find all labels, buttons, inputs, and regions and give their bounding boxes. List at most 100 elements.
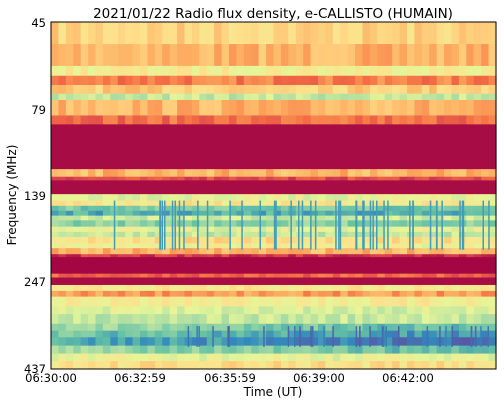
heatmap-cell xyxy=(444,205,453,212)
heatmap-cell xyxy=(303,231,312,238)
heatmap-cell xyxy=(466,22,475,45)
heatmap-cell xyxy=(140,65,149,77)
heatmap-cell xyxy=(132,75,141,86)
heatmap-cell xyxy=(95,194,104,201)
heatmap-cell xyxy=(132,273,141,278)
heatmap-cell xyxy=(221,226,230,233)
heatmap-cell xyxy=(473,254,482,258)
heatmap-cell xyxy=(199,176,208,181)
heatmap-cell xyxy=(258,124,267,170)
heatmap-cell xyxy=(303,314,312,325)
heatmap-cell xyxy=(110,44,119,67)
heatmap-cell xyxy=(369,231,378,238)
heatmap-cell xyxy=(392,296,401,307)
heatmap-cell xyxy=(258,215,267,221)
heatmap-cell xyxy=(80,236,89,244)
heatmap-cell xyxy=(303,277,312,286)
heatmap-cell xyxy=(458,176,467,181)
burst-streak xyxy=(273,200,276,250)
heatmap-cell xyxy=(340,75,349,86)
heatmap-cell xyxy=(51,85,60,95)
heatmap-cell xyxy=(154,314,163,325)
heatmap-cell xyxy=(318,337,327,347)
heatmap-cell xyxy=(199,323,208,332)
heatmap-cell xyxy=(288,296,297,307)
heatmap-cell xyxy=(58,210,67,217)
heatmap-cell xyxy=(318,75,327,86)
heatmap-cell xyxy=(51,306,60,315)
heatmap-cell xyxy=(162,226,171,233)
heatmap-cell xyxy=(303,273,312,278)
heatmap-cell xyxy=(466,44,475,67)
heatmap-cell xyxy=(362,277,371,286)
heatmap-cell xyxy=(132,254,141,258)
heatmap-cell xyxy=(88,248,97,255)
heatmap-cell xyxy=(199,273,208,278)
burst-streak xyxy=(335,200,337,250)
heatmap-cell xyxy=(102,215,111,221)
heatmap-cell xyxy=(362,284,371,292)
heatmap-cell xyxy=(243,277,252,286)
heatmap-cell xyxy=(355,243,364,249)
heatmap-cell xyxy=(355,93,364,101)
burst-streak xyxy=(363,200,365,250)
heatmap-cell xyxy=(488,257,497,275)
heatmap-cell xyxy=(162,290,171,298)
heatmap-cell xyxy=(466,277,475,286)
heatmap-cell xyxy=(191,176,200,181)
heatmap-cell xyxy=(88,176,97,181)
heatmap-cell xyxy=(125,65,134,77)
heatmap-cell xyxy=(458,361,467,370)
heatmap-cell xyxy=(488,180,497,195)
heatmap-cell xyxy=(295,205,304,212)
heatmap-cell xyxy=(332,314,341,325)
heatmap-cell xyxy=(280,257,289,275)
heatmap-cell xyxy=(458,273,467,278)
heatmap-cell xyxy=(481,330,490,338)
heatmap-cell xyxy=(251,257,260,275)
heatmap-cell xyxy=(481,277,490,286)
heatmap-cell xyxy=(295,236,304,244)
heatmap-cell xyxy=(473,22,482,45)
heatmap-cell xyxy=(243,93,252,101)
heatmap-cell xyxy=(132,323,141,332)
heatmap-cell xyxy=(221,200,230,207)
heatmap-cell xyxy=(236,345,245,354)
heatmap-cell xyxy=(140,115,149,125)
heatmap-cell xyxy=(80,75,89,86)
heatmap-cell xyxy=(399,220,408,228)
heatmap-cell xyxy=(488,115,497,125)
heatmap-cell xyxy=(392,345,401,354)
heatmap-cell xyxy=(110,93,119,101)
heatmap-cell xyxy=(444,296,453,307)
heatmap-cell xyxy=(288,115,297,125)
heatmap-cell xyxy=(399,22,408,45)
heatmap-cell xyxy=(58,194,67,201)
heatmap-cell xyxy=(377,296,386,307)
heatmap-cell xyxy=(110,284,119,292)
heatmap-cell xyxy=(65,200,74,207)
heatmap-cell xyxy=(377,273,386,278)
heatmap-cell xyxy=(407,93,416,101)
heatmap-cell xyxy=(481,236,490,244)
heatmap-cell xyxy=(229,93,238,101)
heatmap-cell xyxy=(280,180,289,195)
heatmap-cell xyxy=(162,248,171,255)
heatmap-cell xyxy=(162,75,171,86)
heatmap-cell xyxy=(369,169,378,178)
heatmap-cell xyxy=(332,93,341,101)
burst-streaks xyxy=(113,200,490,347)
heatmap-cell xyxy=(421,306,430,315)
heatmap-cell xyxy=(392,215,401,221)
heatmap-cell xyxy=(95,93,104,101)
heatmap-cell xyxy=(332,330,341,338)
heatmap-cell xyxy=(132,290,141,298)
heatmap-cell xyxy=(162,361,171,370)
heatmap-cell xyxy=(251,236,260,244)
heatmap-cell xyxy=(58,314,67,325)
heatmap-cell xyxy=(436,273,445,278)
heatmap-cell xyxy=(444,231,453,238)
heatmap-cell xyxy=(451,236,460,244)
heatmap-cell xyxy=(295,243,304,249)
heatmap-cell xyxy=(273,361,282,370)
